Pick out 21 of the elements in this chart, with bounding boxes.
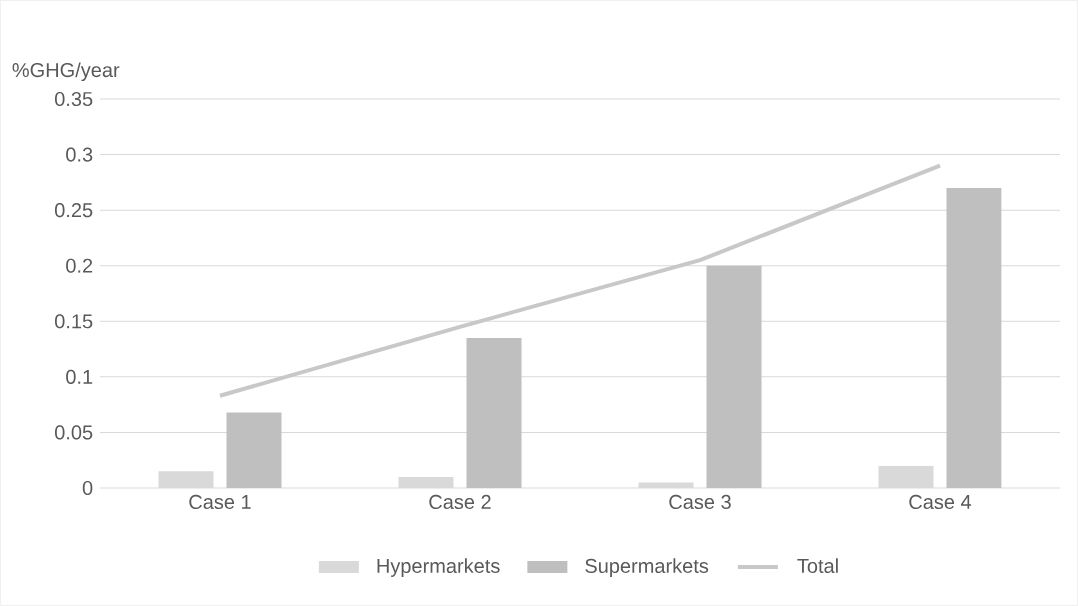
legend-label: Supermarkets <box>585 558 709 577</box>
bar <box>706 265 762 488</box>
legend-label: Hypermarkets <box>377 558 500 577</box>
bar <box>946 187 1002 488</box>
y-tick-label: 0.35 <box>55 91 93 107</box>
y-tick-label: 0.3 <box>66 147 93 162</box>
bar <box>466 337 522 488</box>
y-tick-label: 0.05 <box>55 425 93 440</box>
y-tick-label: 0.1 <box>66 369 93 384</box>
bar <box>226 412 282 488</box>
y-tick-label: 0 <box>82 480 93 496</box>
y-tick-label: 0.25 <box>55 203 93 218</box>
y-axis-title: %GHG/year <box>12 62 120 82</box>
y-tick-label: 0.2 <box>66 258 93 273</box>
x-tick-label: Case 2 <box>429 494 491 510</box>
line-series <box>218 163 943 398</box>
x-tick-label: Case 4 <box>909 494 972 510</box>
x-tick-label: Case 3 <box>669 494 731 510</box>
x-tick-label: Case 1 <box>189 494 251 510</box>
y-tick-label: 0.15 <box>55 314 93 329</box>
legend-label: Total <box>797 558 838 574</box>
